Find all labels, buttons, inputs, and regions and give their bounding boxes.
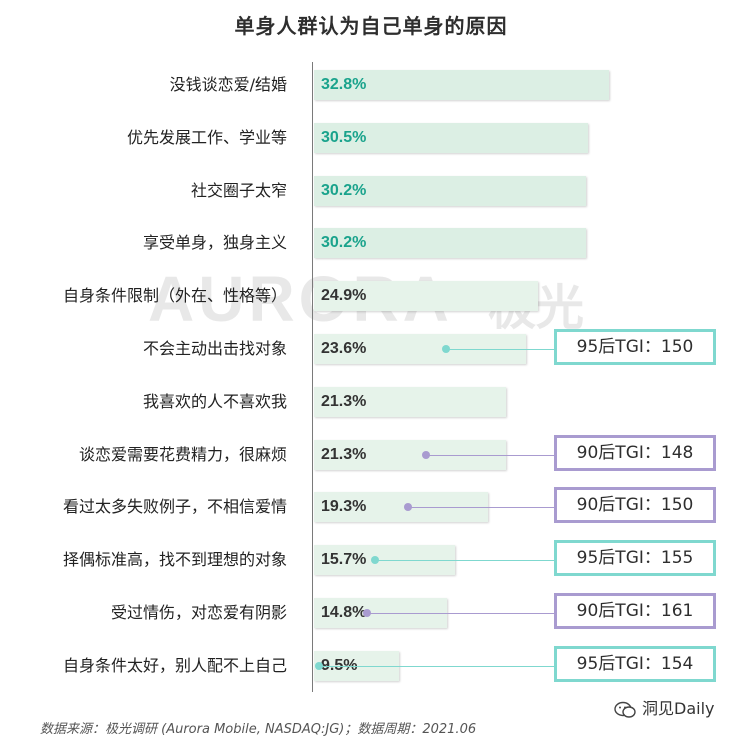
value-label: 30.5% [321,128,367,146]
bar-row: 享受单身，独身主义 30.2% [0,226,742,260]
category-label: 社交圈子太窄 [190,180,287,200]
tgi-connector-line [375,560,554,562]
tgi-connector-line [367,613,554,614]
tgi-callout: 90后TGI：161 [554,593,716,629]
value-label: 19.3% [321,498,367,516]
tgi-callout: 95后TGI：155 [554,540,716,577]
tgi-callout: 95后TGI：150 [554,329,716,365]
bar [314,228,586,259]
value-label: 30.2% [321,181,367,199]
value-label: 9.5% [321,656,358,674]
bar-row: 我喜欢的人不喜欢我 21.3% [0,385,742,419]
category-label: 自身条件限制（外在、性格等） [62,286,287,306]
bar-row: 不会主动出击找对象 23.6% 95后TGI：150 [0,329,742,366]
bar-row: 受过情伤，对恋爱有阴影 14.8% 90后TGI：161 [0,593,742,630]
category-label: 没钱谈恋爱/结婚 [169,75,287,94]
tgi-connector-line [425,454,554,456]
tgi-callout: 90后TGI：148 [554,434,716,471]
bar-row: 自身条件太好，别人配不上自己 9.5% 95后TGI：154 [0,645,742,683]
bar-row: 没钱谈恋爱/结婚 32.8% [0,68,742,102]
value-label: 21.3% [321,445,367,463]
category-axis-line [312,62,313,692]
bar-row: 自身条件限制（外在、性格等） 24.9% [0,279,742,313]
bar [314,70,609,100]
tgi-connector-line [446,349,554,350]
bar [314,281,538,312]
tgi-connector-line [319,665,554,667]
bar-row: 看过太多失败例子，不相信爱情 19.3% 90后TGI：150 [0,487,742,524]
bar [314,122,589,153]
brand-text: 洞见Daily [642,699,715,718]
category-label: 谈恋爱需要花费精力，很麻烦 [78,444,287,464]
value-label: 21.3% [321,392,367,410]
tgi-callout: 95后TGI：154 [554,645,716,682]
value-label: 14.8% [321,604,367,621]
category-label: 我喜欢的人不喜欢我 [142,391,287,411]
chart-title: 单身人群认为自己单身的原因 [234,14,508,38]
bar-row: 优先发展工作、学业等 30.5% [0,121,742,155]
category-label: 自身条件太好，别人配不上自己 [62,655,287,675]
bar-row: 择偶标准高，找不到理想的对象 15.7% 95后TGI：155 [0,540,742,577]
value-label: 24.9% [321,287,367,305]
bar-row: 社交圈子太窄 30.2% [0,174,742,208]
category-label: 看过太多失败例子，不相信爱情 [62,497,287,517]
brand-label: 洞见Daily [614,696,715,722]
value-label: 15.7% [321,551,367,569]
value-label: 30.2% [321,234,367,252]
wechat-icon [614,701,636,719]
tgi-connector-line [407,507,554,509]
bar-row: 谈恋爱需要花费精力，很麻烦 21.3% 90后TGI：148 [0,434,742,472]
category-label: 享受单身，独身主义 [142,233,287,253]
bar [314,175,586,206]
value-label: 23.6% [321,340,367,357]
category-label: 受过情伤，对恋爱有阴影 [110,603,287,622]
category-label: 不会主动出击找对象 [142,339,287,358]
category-label: 择偶标准高，找不到理想的对象 [62,550,287,570]
bar [314,386,506,417]
source-note: 数据来源：极光调研 (Aurora Mobile, NASDAQ:JG)；数据周… [40,722,477,737]
tgi-callout: 90后TGI：150 [554,487,716,524]
category-label: 优先发展工作、学业等 [126,127,287,147]
value-label: 32.8% [321,76,367,93]
